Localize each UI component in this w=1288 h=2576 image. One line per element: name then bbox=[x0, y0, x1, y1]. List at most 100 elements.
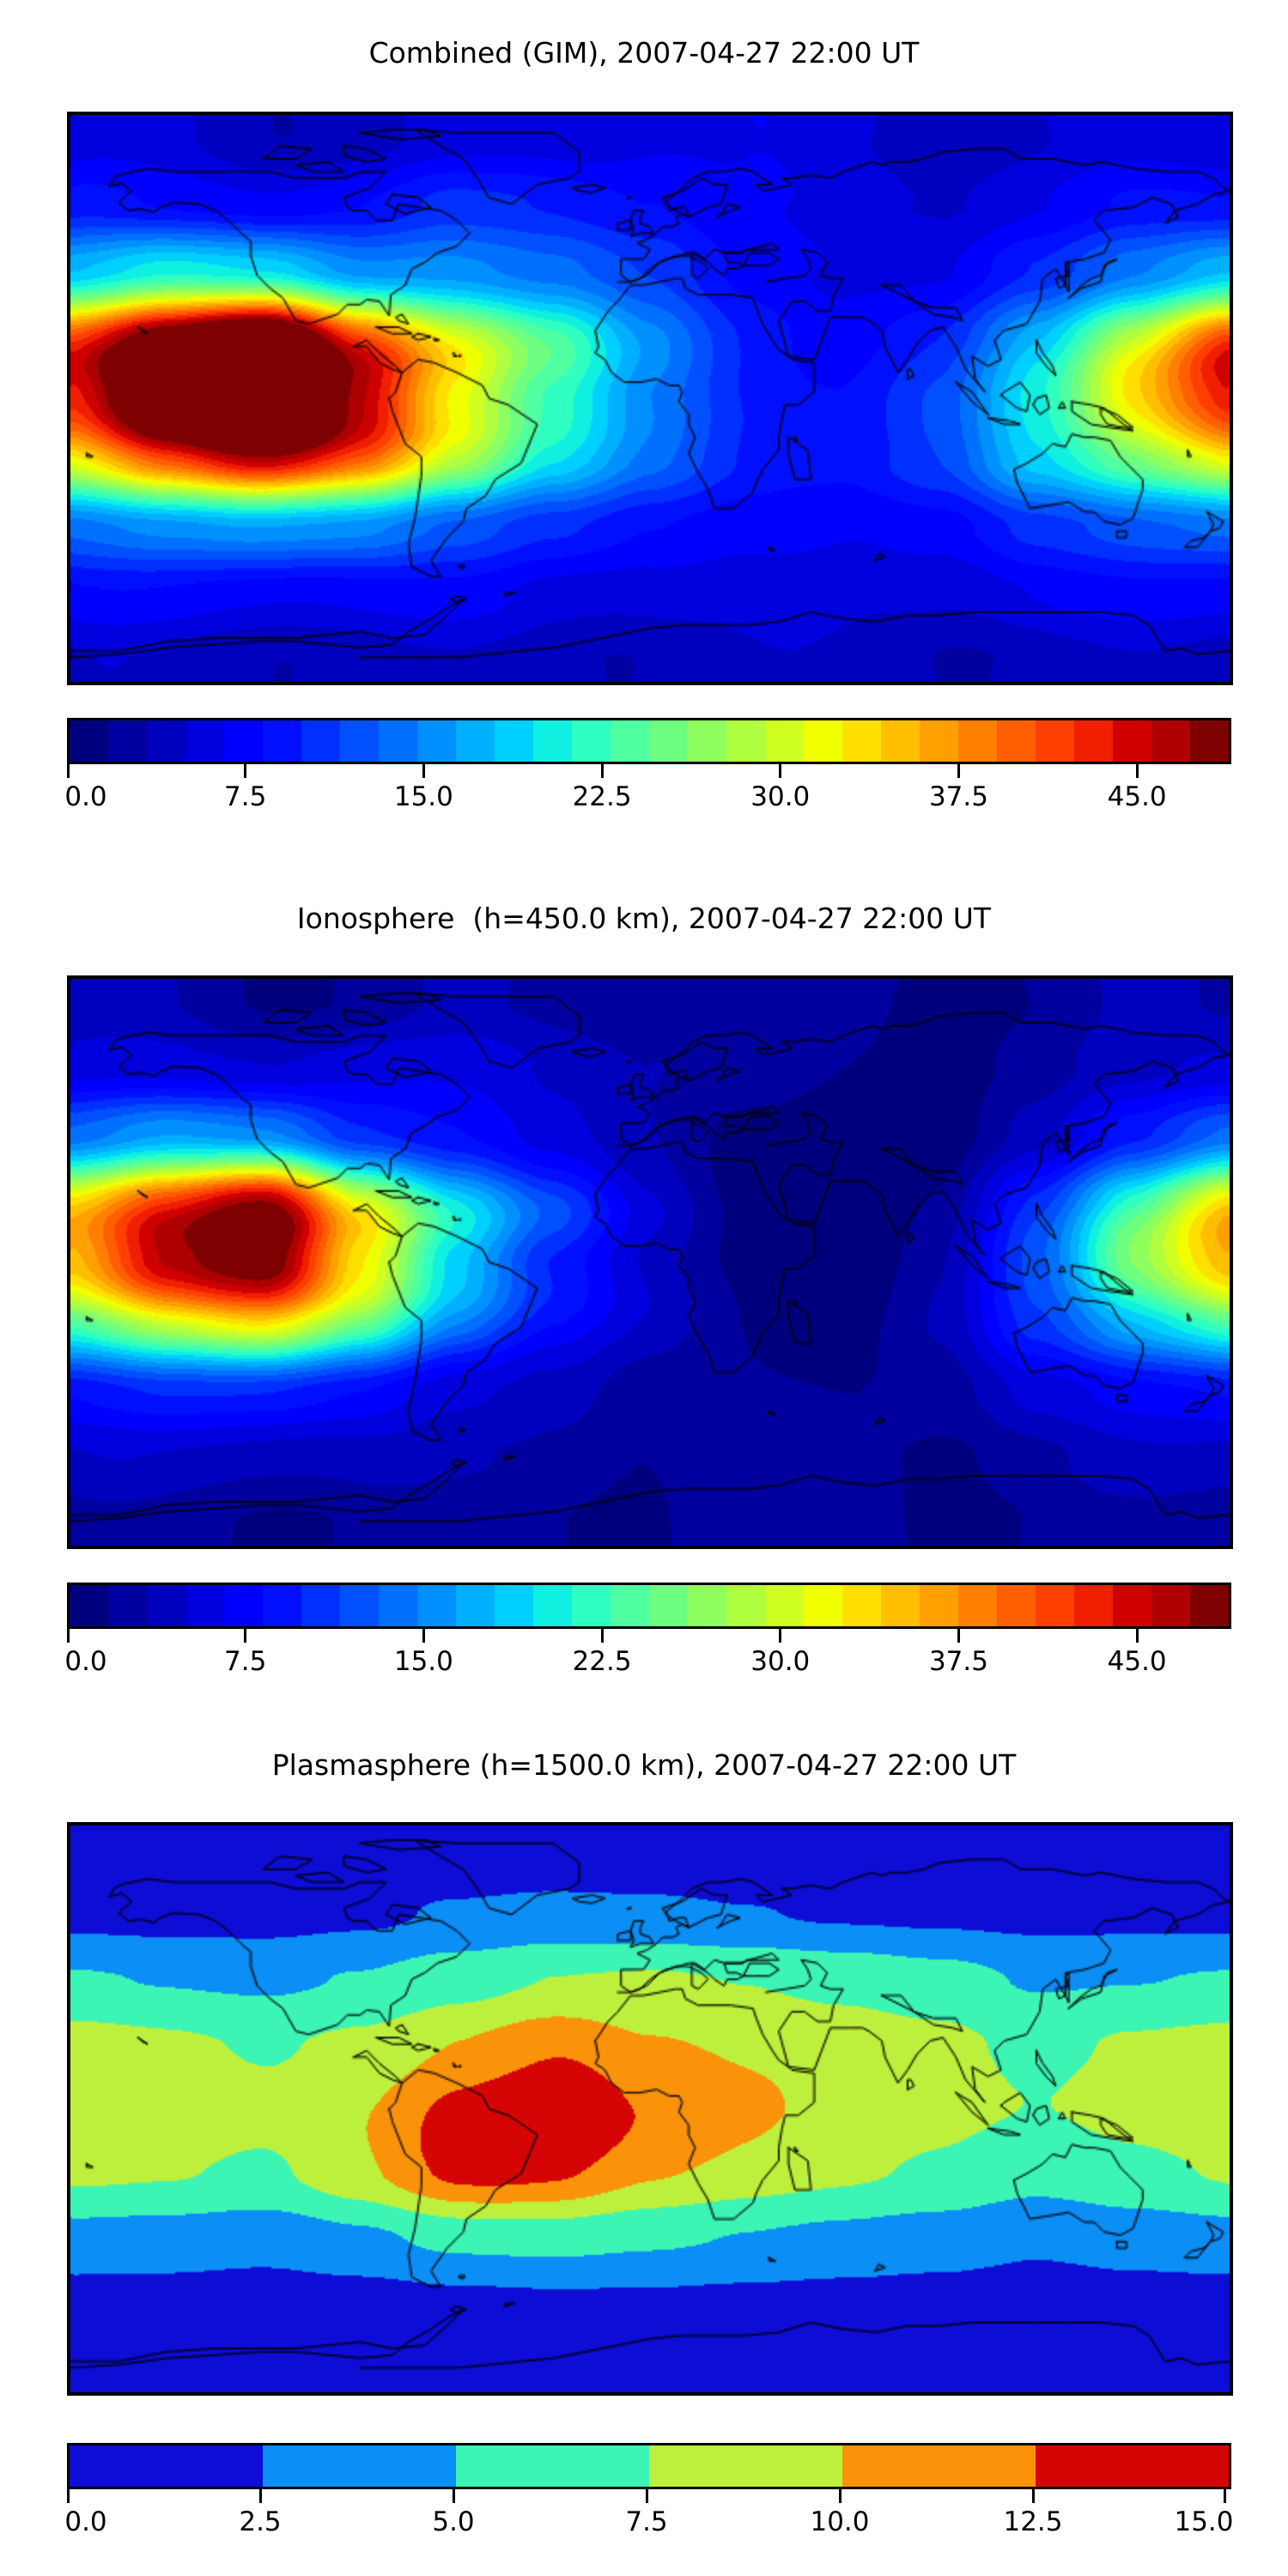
colorbar-band bbox=[533, 1585, 572, 1626]
colorbar-band bbox=[495, 1585, 533, 1626]
colorbar-band bbox=[611, 1585, 649, 1626]
colorbar-tick bbox=[244, 764, 247, 778]
colorbar-band bbox=[379, 1585, 417, 1626]
colorbar-band bbox=[301, 720, 340, 762]
colorbar-tick bbox=[258, 2489, 262, 2503]
colorbar-labels-ionosphere: 0.0 7.5 15.0 22.5 30.0 37.5 45.0 bbox=[0, 1643, 1288, 1680]
panel-title-combined: Combined (GIM), 2007-04-27 22:00 UT bbox=[368, 36, 920, 70]
colorbar-tick bbox=[779, 764, 782, 778]
colorbar-band bbox=[1151, 720, 1190, 762]
colorbar-band bbox=[881, 1585, 920, 1626]
colorbar-band bbox=[726, 1585, 765, 1626]
colorbar-tick-label: 12.5 bbox=[1003, 2506, 1063, 2537]
colorbar-tick-label: 22.5 bbox=[572, 781, 632, 812]
colorbar-tick bbox=[67, 2489, 70, 2503]
colorbar-tick bbox=[1135, 1629, 1139, 1643]
colorbar-band bbox=[958, 720, 997, 762]
colorbar-tick-label: 15.0 bbox=[1174, 2506, 1234, 2537]
colorbar-plasmasphere bbox=[67, 2443, 1231, 2489]
colorbar-band bbox=[185, 1585, 224, 1626]
colorbar-tick bbox=[422, 764, 425, 778]
colorbar-band bbox=[881, 720, 920, 762]
colorbar-band bbox=[1113, 720, 1151, 762]
colorbar-tick bbox=[957, 764, 960, 778]
colorbar-band bbox=[340, 720, 379, 762]
colorbar-tick-label: 30.0 bbox=[750, 781, 811, 812]
colorbar-tick-label: 10.0 bbox=[810, 2506, 870, 2537]
colorbar-band bbox=[1190, 1585, 1229, 1626]
colorbar-tick bbox=[1031, 2489, 1035, 2503]
colorbar-band bbox=[842, 2445, 1036, 2487]
colorbar-band bbox=[649, 720, 688, 762]
colorbar-ticks-plasmasphere bbox=[67, 2489, 1226, 2503]
colorbar-tick-label: 7.5 bbox=[625, 2506, 668, 2537]
colorbar-band bbox=[1151, 1585, 1190, 1626]
colorbar-tick-label: 7.5 bbox=[224, 1646, 267, 1677]
colorbar-tick-label: 7.5 bbox=[224, 781, 267, 812]
colorbar-band bbox=[340, 1585, 379, 1626]
colorbar-band bbox=[1074, 720, 1113, 762]
colorbar-band bbox=[417, 720, 456, 762]
colorbar-band bbox=[572, 1585, 611, 1626]
colorbar-band bbox=[765, 720, 804, 762]
colorbar-band bbox=[688, 720, 726, 762]
colorbar-tick-label: 22.5 bbox=[572, 1646, 632, 1677]
colorbar-tick bbox=[838, 2489, 841, 2503]
colorbar-band bbox=[920, 1585, 958, 1626]
colorbar-band bbox=[1190, 720, 1229, 762]
colorbar-band bbox=[804, 720, 842, 762]
colorbar-strip-combined bbox=[70, 720, 1229, 762]
colorbar-tick bbox=[422, 1629, 425, 1643]
colorbar-band bbox=[456, 720, 495, 762]
colorbar-tick bbox=[452, 2489, 455, 2503]
colorbar-band bbox=[688, 1585, 726, 1626]
map-canvas-ionosphere bbox=[70, 979, 1230, 1546]
colorbar-band bbox=[997, 720, 1036, 762]
colorbar-band bbox=[224, 1585, 263, 1626]
colorbar-tick bbox=[957, 1629, 960, 1643]
colorbar-strip-plasmasphere bbox=[70, 2445, 1229, 2487]
map-canvas-plasmasphere bbox=[70, 1826, 1230, 2392]
colorbar-band bbox=[842, 1585, 881, 1626]
colorbar-tick bbox=[1135, 764, 1139, 778]
colorbar-band bbox=[1113, 1585, 1151, 1626]
panel-title-ionosphere: Ionosphere (h=450.0 km), 2007-04-27 22:0… bbox=[296, 902, 992, 935]
colorbar-band bbox=[263, 720, 301, 762]
colorbar-band bbox=[958, 1585, 997, 1626]
colorbar-ticks-combined bbox=[67, 764, 1226, 778]
colorbar-band bbox=[263, 2445, 456, 2487]
map-axes-ionosphere bbox=[67, 975, 1233, 1549]
colorbar-band bbox=[1036, 720, 1074, 762]
colorbar-tick bbox=[779, 1629, 782, 1643]
colorbar-tick bbox=[67, 764, 70, 778]
colorbar-band bbox=[456, 2445, 649, 2487]
colorbar-tick bbox=[1224, 2489, 1226, 2503]
colorbar-band bbox=[765, 1585, 804, 1626]
colorbar-band bbox=[1036, 2445, 1229, 2487]
colorbar-tick bbox=[600, 1629, 604, 1643]
colorbar-ticks-ionosphere bbox=[67, 1629, 1226, 1643]
colorbar-band bbox=[108, 720, 147, 762]
colorbar-band bbox=[649, 2445, 842, 2487]
colorbar-band bbox=[997, 1585, 1036, 1626]
colorbar-tick-label: 37.5 bbox=[928, 781, 988, 812]
colorbar-band bbox=[70, 2445, 263, 2487]
colorbar-band bbox=[456, 1585, 495, 1626]
map-axes-plasmasphere bbox=[67, 1822, 1233, 2396]
colorbar-band bbox=[147, 1585, 185, 1626]
colorbar-tick-label: 15.0 bbox=[393, 781, 453, 812]
colorbar-tick-label: 5.0 bbox=[432, 2506, 475, 2537]
colorbar-tick bbox=[67, 1629, 70, 1643]
colorbar-band bbox=[108, 1585, 147, 1626]
colorbar-band bbox=[1074, 1585, 1113, 1626]
colorbar-band bbox=[495, 720, 533, 762]
colorbar-band bbox=[70, 1585, 108, 1626]
colorbar-band bbox=[572, 720, 611, 762]
colorbar-band bbox=[147, 720, 185, 762]
map-canvas-combined bbox=[70, 115, 1230, 682]
colorbar-band bbox=[533, 720, 572, 762]
colorbar-tick bbox=[645, 2489, 648, 2503]
colorbar-tick-label: 45.0 bbox=[1107, 781, 1167, 812]
colorbar-tick bbox=[600, 764, 604, 778]
colorbar-band bbox=[70, 720, 108, 762]
